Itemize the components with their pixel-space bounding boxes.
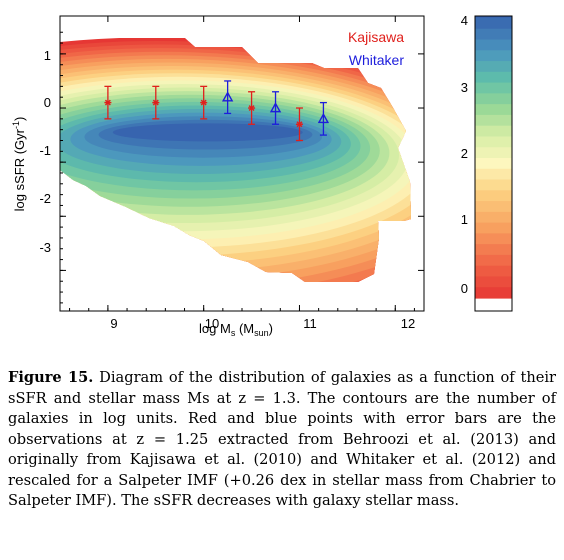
colorbar-band-21 <box>475 244 512 256</box>
contour-band-24 <box>112 123 303 142</box>
y-tick-label-1: 1 <box>44 48 51 63</box>
colorbar-band-19 <box>475 222 512 234</box>
colorbar-band-24 <box>475 276 512 288</box>
colorbar-band-16 <box>475 190 512 202</box>
figure-caption: Figure 15. Diagram of the distribution o… <box>8 368 556 512</box>
colorbar-top <box>475 16 512 18</box>
colorbar-band-0 <box>475 18 512 30</box>
colorbar-band-15 <box>475 179 512 191</box>
kajisawa-2-point-diag2 <box>200 99 207 106</box>
y-tick-label-0: 0 <box>44 95 51 110</box>
colorbar-band-9 <box>475 114 512 127</box>
colorbar-tick-3: 3 <box>461 80 468 95</box>
contour-layer <box>60 38 411 282</box>
colorbar-frame <box>474 15 513 312</box>
colorbar-band-23 <box>475 265 512 278</box>
colorbar-band-12 <box>475 147 512 159</box>
legend-kajisawa: Kajisawa <box>348 29 404 45</box>
y-tick-label-m3: -3 <box>39 240 51 255</box>
kajisawa-4-point-diag2 <box>296 121 303 128</box>
colorbar-band-1 <box>475 28 512 41</box>
whitaker-0-point <box>221 91 234 102</box>
colorbar-band-11 <box>475 136 512 148</box>
caption-text: Diagram of the distribution of galaxies … <box>8 369 557 509</box>
colorbar-band-7 <box>475 93 512 105</box>
colorbar-tick-2: 2 <box>461 146 468 161</box>
x-axis-title: log Ms (Msun) <box>199 321 273 338</box>
x-tick-label-12: 12 <box>401 316 415 331</box>
colorbar-band-13 <box>475 158 512 170</box>
whitaker-1-point <box>269 102 282 113</box>
colorbar-band-5 <box>475 71 512 84</box>
axis-ticks <box>60 16 424 311</box>
colorbar-band-10 <box>475 125 512 138</box>
kajisawa-3-point-diag2 <box>248 105 255 111</box>
colorbar-tick-4: 4 <box>461 13 468 28</box>
colorbar-band-25 <box>475 287 512 299</box>
colorbar-band-3 <box>475 50 512 62</box>
x-tick-label-9: 9 <box>110 316 117 331</box>
x-tick-label-10: 10 <box>205 316 219 331</box>
colorbar-band-6 <box>475 82 512 94</box>
colorbar-tick-0: 0 <box>461 281 468 296</box>
kajisawa-1-point-diag2 <box>152 99 159 106</box>
y-tick-label-m2: -2 <box>39 191 51 206</box>
colorbar-band-22 <box>475 254 512 267</box>
legend-whitaker: Whitaker <box>349 52 405 68</box>
colorbar-tick-1: 1 <box>461 212 468 227</box>
colorbar <box>475 16 512 311</box>
colorbar-band-17 <box>475 201 512 213</box>
y-tick-label-m1: -1 <box>39 143 51 158</box>
x-tick-label-11: 11 <box>303 316 317 331</box>
figure-chart: 9 10 11 12 1 0 -1 -2 -3 log Ms (Msun) lo… <box>11 13 513 338</box>
colorbar-band-20 <box>475 233 512 245</box>
colorbar-band-2 <box>475 39 512 51</box>
colorbar-band-14 <box>475 168 512 181</box>
colorbar-under <box>475 298 512 311</box>
colorbar-band-8 <box>475 104 512 116</box>
series-layer <box>104 80 330 142</box>
y-axis-title: log sSFR (Gyr-1) <box>11 117 27 212</box>
kajisawa-0-point-diag2 <box>104 99 111 106</box>
caption-label: Figure 15. <box>8 369 94 386</box>
colorbar-band-18 <box>475 211 512 224</box>
colorbar-band-4 <box>475 61 512 73</box>
whitaker-2-point <box>317 112 330 124</box>
